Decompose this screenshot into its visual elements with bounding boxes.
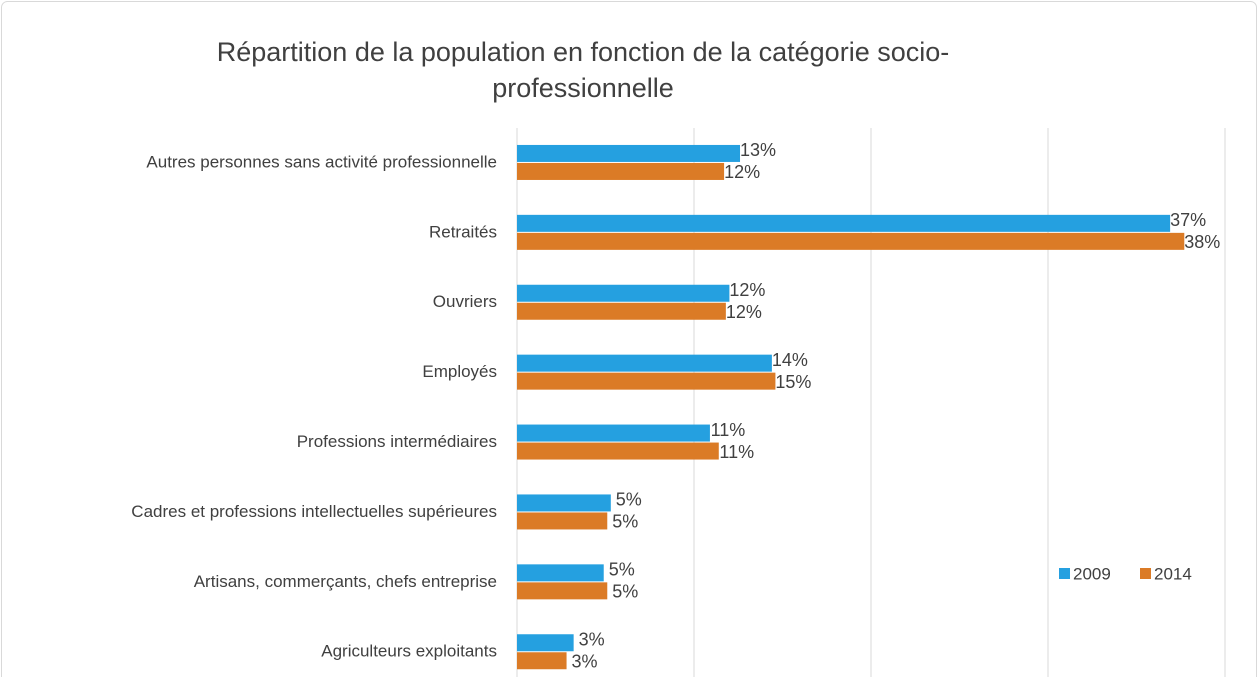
bar: [517, 162, 725, 180]
bar: [517, 144, 741, 162]
y-tick-label: Ouvriers: [433, 292, 497, 311]
bar: [517, 214, 1171, 232]
data-label: 5%: [612, 512, 638, 532]
y-tick-label: Employés: [422, 362, 497, 381]
bar: [517, 442, 719, 460]
y-tick-label: Artisans, commerçants, chefs entreprise: [194, 572, 497, 591]
bar: [517, 372, 776, 390]
data-label: 12%: [729, 280, 765, 300]
data-label: 38%: [1184, 232, 1220, 252]
y-tick-label: Agriculteurs exploitants: [321, 642, 497, 661]
bar: [517, 302, 726, 320]
y-tick-label: Retraités: [429, 222, 497, 241]
legend-label: 2009: [1073, 564, 1111, 583]
bar: [517, 634, 574, 652]
bar: [517, 494, 611, 512]
bar: [517, 424, 710, 442]
data-label: 5%: [609, 560, 635, 580]
y-tick-label: Professions intermédiaires: [297, 432, 497, 451]
data-label: 11%: [719, 442, 754, 462]
data-label: 11%: [711, 420, 746, 440]
data-label: 5%: [616, 490, 642, 510]
bar: [517, 582, 608, 600]
data-label: 13%: [740, 140, 776, 160]
data-label: 15%: [775, 372, 811, 392]
data-label: 5%: [612, 582, 638, 602]
data-label: 12%: [724, 162, 760, 182]
legend-label: 2014: [1154, 564, 1192, 583]
data-label: 14%: [772, 350, 808, 370]
legend-swatch: [1059, 568, 1070, 579]
data-label: 3%: [572, 652, 598, 672]
data-label: 12%: [726, 302, 762, 322]
bar: [517, 564, 604, 582]
data-label: 3%: [579, 630, 605, 650]
y-tick-label: Cadres et professions intellectuelles su…: [131, 502, 497, 521]
bar: [517, 512, 608, 530]
legend-swatch: [1140, 568, 1151, 579]
chart-title: Répartition de la population en fonction…: [216, 37, 950, 103]
bar: [517, 354, 772, 372]
bar: [517, 232, 1185, 250]
bar: [517, 284, 730, 302]
y-tick-label: Autres personnes sans activité professio…: [146, 152, 497, 171]
bar: [517, 652, 567, 670]
data-label: 37%: [1170, 210, 1206, 230]
